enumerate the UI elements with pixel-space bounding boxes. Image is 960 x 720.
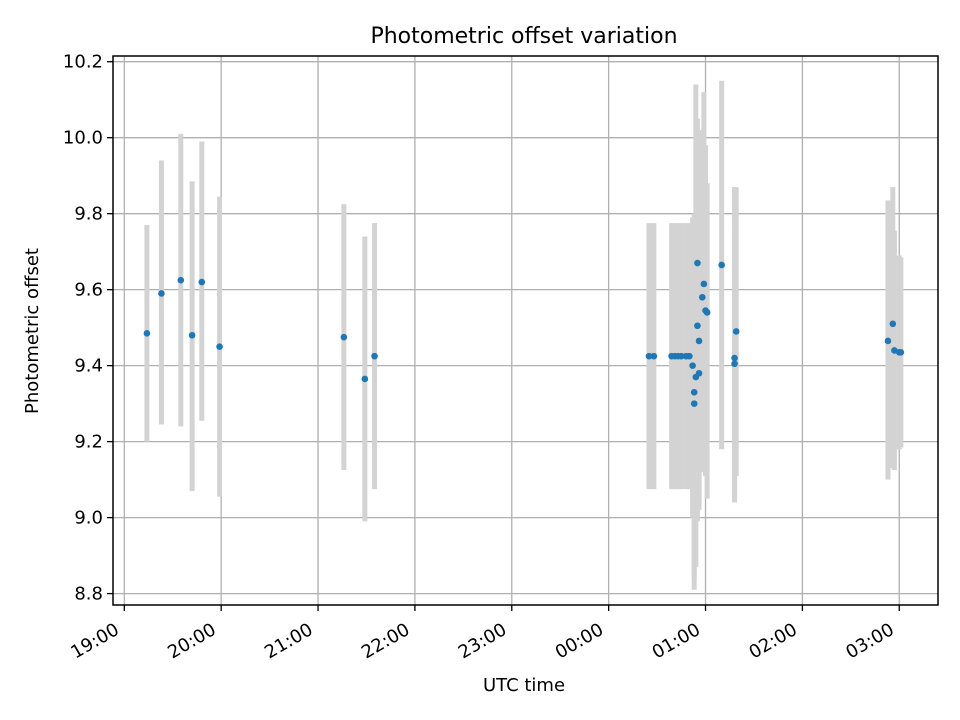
data-point xyxy=(690,400,698,407)
data-point xyxy=(645,352,653,360)
data-point xyxy=(718,261,725,269)
data-point xyxy=(177,276,185,284)
data-point xyxy=(695,337,703,345)
y-tick-label: 9.2 xyxy=(74,432,103,453)
y-tick-label: 9.0 xyxy=(74,508,103,529)
y-tick-label: 9.6 xyxy=(74,280,103,301)
data-point xyxy=(158,290,165,297)
data-point xyxy=(198,278,206,286)
data-point xyxy=(143,330,151,337)
y-axis-title: Photometric offset xyxy=(22,248,43,414)
grid xyxy=(113,56,938,605)
data-point xyxy=(188,331,196,339)
data-point xyxy=(897,349,905,356)
data-point xyxy=(216,343,223,350)
y-tick-label: 10.0 xyxy=(63,128,103,149)
plot-frame xyxy=(112,55,939,606)
data-point xyxy=(690,388,698,396)
data-point xyxy=(731,360,738,368)
data-point xyxy=(689,362,696,369)
data-point xyxy=(889,320,897,328)
data-point xyxy=(677,352,685,360)
x-axis-title: UTC time xyxy=(483,675,565,696)
y-tick-label: 9.4 xyxy=(74,356,103,377)
data-point xyxy=(700,280,708,288)
data-point xyxy=(686,352,693,360)
y-tick-label: 8.8 xyxy=(74,584,103,605)
data-point xyxy=(694,322,701,330)
data-point xyxy=(650,352,658,360)
data-point xyxy=(340,333,348,341)
y-tick-label: 10.2 xyxy=(63,52,103,73)
data-points xyxy=(143,259,905,407)
data-point xyxy=(694,259,701,267)
data-point xyxy=(732,328,740,335)
y-tick-label: 9.8 xyxy=(74,204,103,225)
data-point xyxy=(695,369,703,377)
data-point xyxy=(731,354,738,362)
data-point xyxy=(361,375,369,383)
data-point xyxy=(703,309,711,316)
data-point xyxy=(371,352,378,360)
y-axis-ticks: 8.8 9.0 9.2 9.4 9.6 9.8 10.0 10.2 xyxy=(63,52,113,605)
data-point xyxy=(698,293,706,301)
chart-title: Photometric offset variation xyxy=(370,24,677,49)
data-point xyxy=(884,337,892,345)
